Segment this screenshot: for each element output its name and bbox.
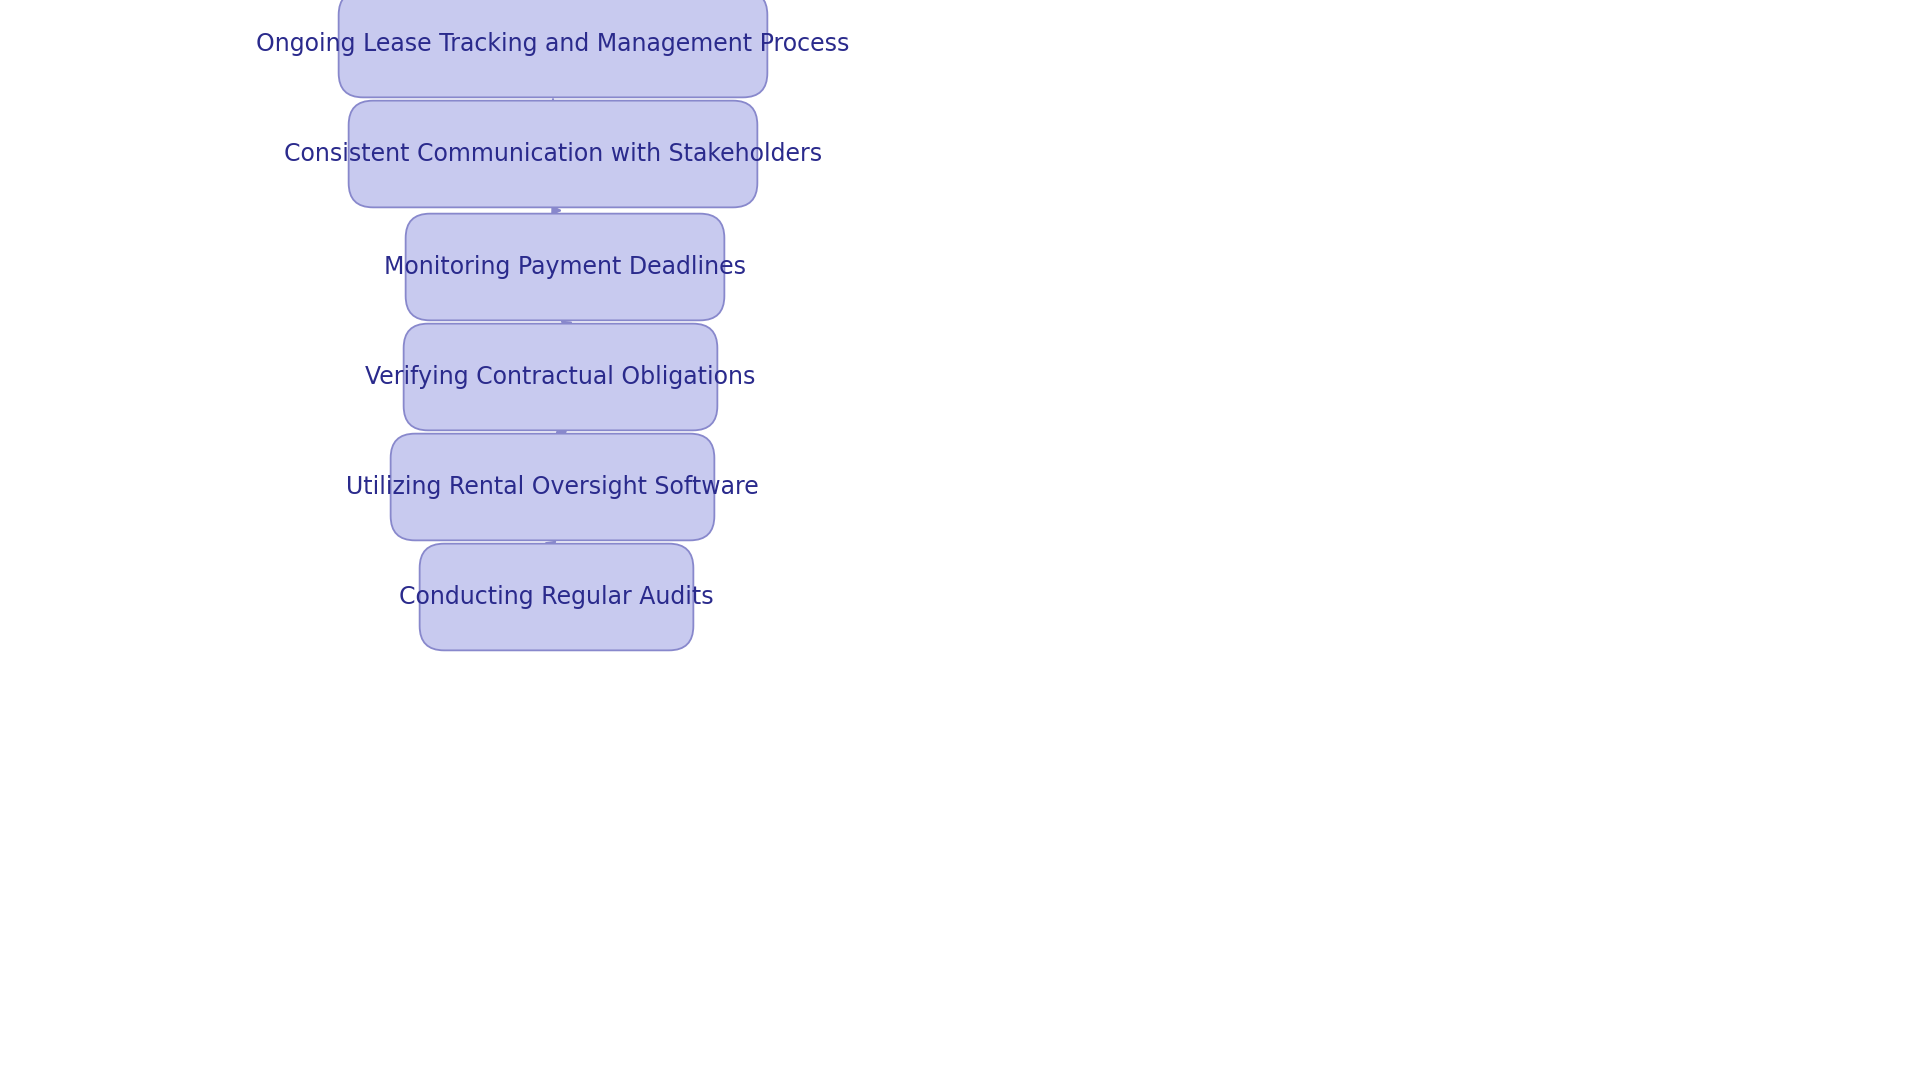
FancyBboxPatch shape (405, 213, 724, 321)
Text: Monitoring Payment Deadlines: Monitoring Payment Deadlines (384, 255, 747, 279)
Text: Ongoing Lease Tracking and Management Process: Ongoing Lease Tracking and Management Pr… (255, 32, 851, 56)
FancyBboxPatch shape (390, 433, 714, 540)
Text: Consistent Communication with Stakeholders: Consistent Communication with Stakeholde… (284, 142, 822, 166)
FancyBboxPatch shape (338, 0, 768, 97)
FancyBboxPatch shape (420, 544, 693, 651)
Text: Utilizing Rental Oversight Software: Utilizing Rental Oversight Software (346, 475, 758, 499)
FancyBboxPatch shape (403, 324, 718, 430)
Text: Conducting Regular Audits: Conducting Regular Audits (399, 585, 714, 609)
FancyBboxPatch shape (349, 101, 756, 207)
Text: Verifying Contractual Obligations: Verifying Contractual Obligations (365, 365, 756, 389)
